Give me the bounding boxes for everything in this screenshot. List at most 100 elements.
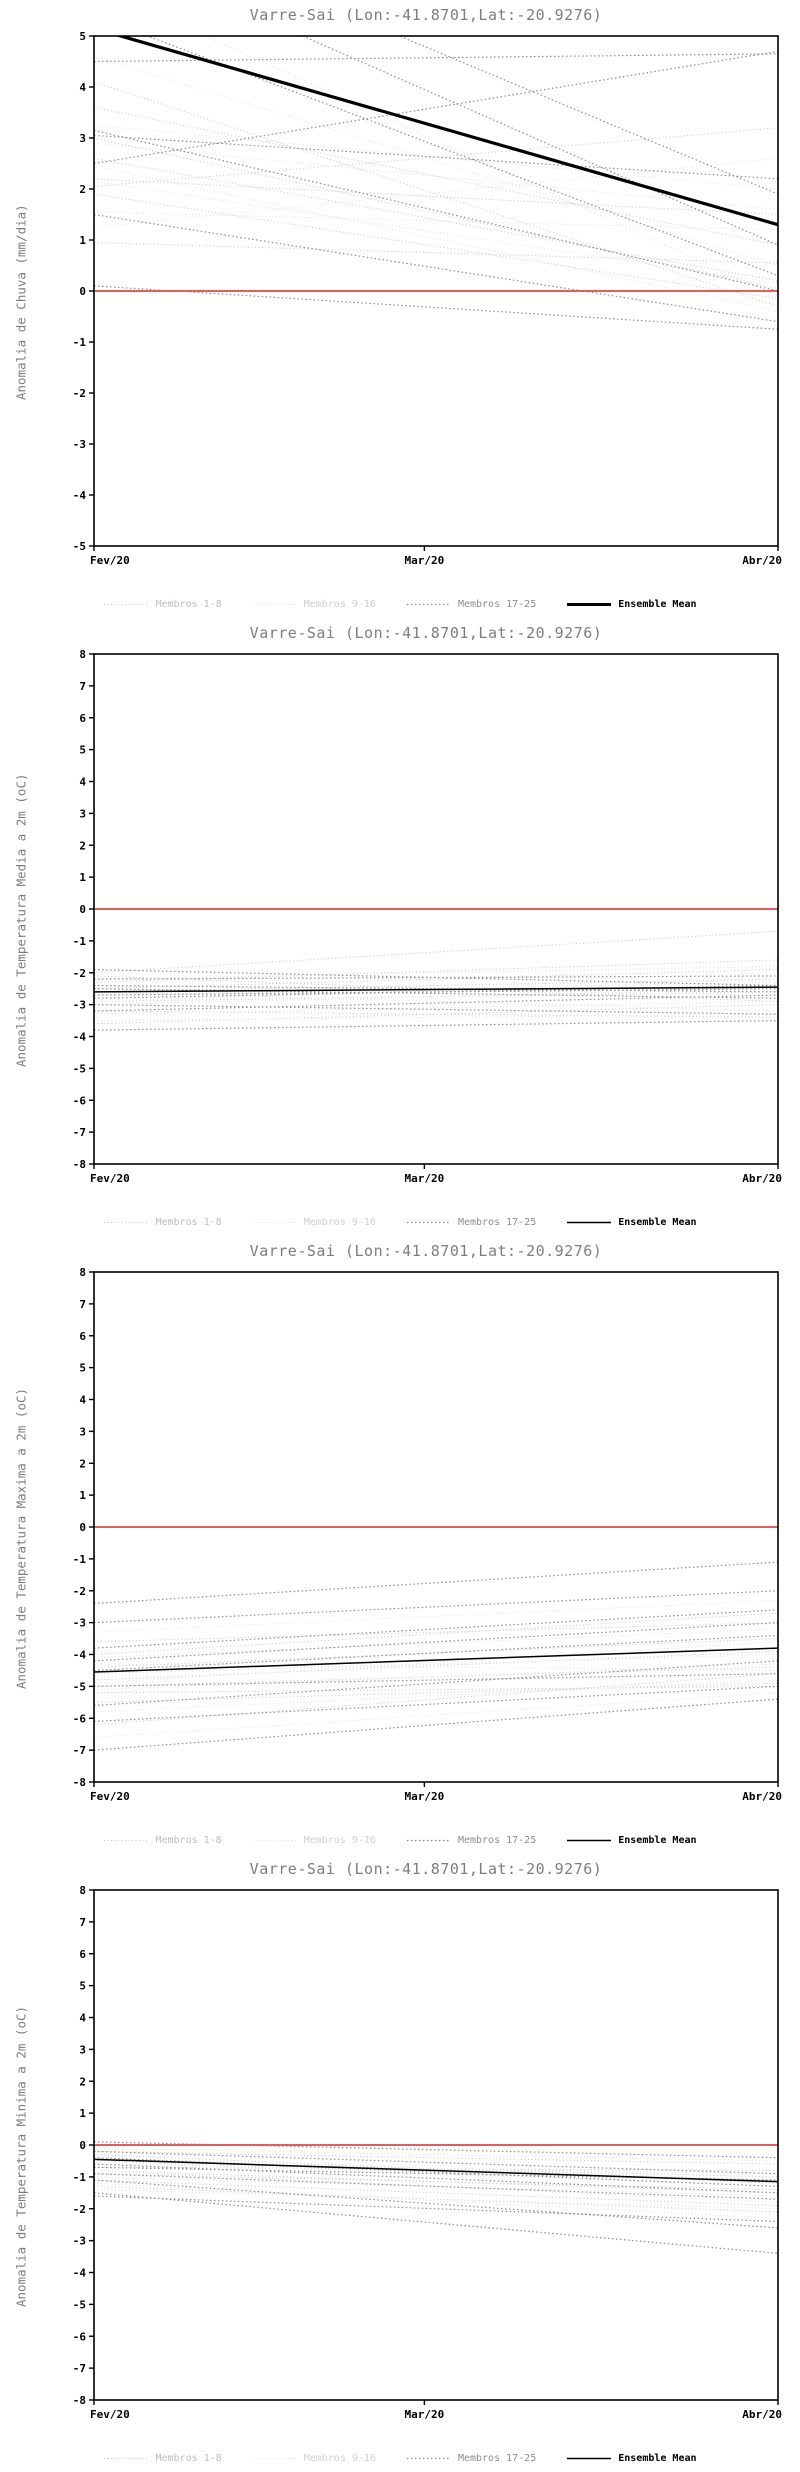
- legend-label: Membros 17-25: [457, 599, 537, 610]
- svg-text:2: 2: [79, 2075, 86, 2088]
- legend-label: Ensemble Mean: [618, 2453, 697, 2464]
- svg-text:Mar/20: Mar/20: [404, 2408, 444, 2421]
- svg-text:Abr/20: Abr/20: [742, 554, 782, 567]
- legend: Membros 1-8 Membros 9-16 Membros 17-25 E…: [0, 599, 800, 610]
- svg-text:6: 6: [79, 1330, 86, 1343]
- legend-label: Membros 9-16: [303, 2453, 376, 2464]
- legend-item-ensemble-mean: Ensemble Mean: [566, 2453, 697, 2464]
- svg-text:-6: -6: [73, 2330, 87, 2343]
- plot-area: -5 -4 -3 -2 -1 0 1 2 3 4 5 Fev/20 Mar/20 Abr/20: [73, 30, 782, 567]
- legend-item-membros-9-16: Membros 9-16: [252, 2453, 376, 2464]
- chart-title: Varre-Sai (Lon:-41.8701,Lat:-20.9276): [249, 6, 603, 24]
- svg-text:-2: -2: [73, 387, 86, 400]
- svg-text:0: 0: [79, 903, 86, 916]
- svg-text:-5: -5: [73, 1062, 86, 1075]
- svg-text:-1: -1: [73, 2171, 87, 2184]
- svg-text:-3: -3: [73, 438, 86, 451]
- legend-item-membros-17-25: Membros 17-25: [406, 1217, 536, 1228]
- y-axis-label: Anomalia de Temperatura Media a 2m (oC): [13, 773, 29, 1067]
- svg-text:-4: -4: [73, 1031, 87, 1044]
- legend-label: Membros 1-8: [155, 2453, 222, 2464]
- legend-line-sample: [252, 601, 298, 608]
- chart-panel-mean-temperature-anomaly: Varre-Sai (Lon:-41.8701,Lat:-20.9276) An…: [0, 618, 800, 1236]
- svg-text:0: 0: [79, 2139, 86, 2152]
- svg-text:3: 3: [79, 807, 86, 820]
- legend-label: Membros 9-16: [303, 1835, 376, 1846]
- legend-line-sample: [406, 1837, 452, 1844]
- legend-label: Membros 9-16: [303, 599, 376, 610]
- legend-label: Membros 1-8: [155, 1217, 222, 1228]
- svg-text:Mar/20: Mar/20: [404, 554, 444, 567]
- svg-text:-3: -3: [73, 2235, 86, 2248]
- legend-item-membros-9-16: Membros 9-16: [252, 1217, 376, 1228]
- svg-text:Fev/20: Fev/20: [90, 2408, 130, 2421]
- svg-text:8: 8: [79, 648, 86, 661]
- svg-text:Mar/20: Mar/20: [404, 1172, 444, 1185]
- chart-panel-precipitation-anomaly: Varre-Sai (Lon:-41.8701,Lat:-20.9276) An…: [0, 0, 800, 618]
- y-axis-label: Anomalia de Temperatura Minima a 2m (oC): [13, 2005, 29, 2307]
- legend-line-sample: [406, 2455, 452, 2462]
- legend-item-membros-9-16: Membros 9-16: [252, 599, 376, 610]
- svg-text:6: 6: [79, 1948, 86, 1961]
- legend-line-sample: [566, 2455, 612, 2462]
- legend: Membros 1-8 Membros 9-16 Membros 17-25 E…: [0, 1217, 800, 1228]
- legend-line-sample: [103, 601, 149, 608]
- svg-text:-1: -1: [73, 935, 87, 948]
- legend-item-membros-1-8: Membros 1-8: [103, 2453, 222, 2464]
- svg-text:2: 2: [79, 183, 86, 196]
- legend-label: Membros 1-8: [155, 1835, 222, 1846]
- svg-text:Abr/20: Abr/20: [742, 1172, 782, 1185]
- legend-label: Ensemble Mean: [618, 599, 697, 610]
- svg-text:5: 5: [79, 1362, 86, 1375]
- svg-text:5: 5: [79, 744, 86, 757]
- svg-text:Fev/20: Fev/20: [90, 1790, 130, 1803]
- svg-text:Mar/20: Mar/20: [404, 1790, 444, 1803]
- svg-text:-8: -8: [73, 1158, 86, 1171]
- svg-text:4: 4: [79, 2012, 86, 2025]
- legend-line-sample: [252, 1219, 298, 1226]
- svg-text:-7: -7: [73, 2362, 86, 2375]
- svg-text:-8: -8: [73, 1776, 86, 1789]
- svg-text:8: 8: [79, 1884, 86, 1897]
- svg-text:1: 1: [79, 871, 86, 884]
- svg-text:-2: -2: [73, 2203, 86, 2216]
- legend-item-membros-1-8: Membros 1-8: [103, 1835, 222, 1846]
- legend-line-sample: [566, 1837, 612, 1844]
- svg-text:-8: -8: [73, 2394, 86, 2407]
- legend-item-ensemble-mean: Ensemble Mean: [566, 1217, 697, 1228]
- legend-line-sample: [103, 1837, 149, 1844]
- svg-text:-6: -6: [73, 1094, 87, 1107]
- svg-text:0: 0: [79, 1521, 86, 1534]
- svg-text:-3: -3: [73, 1617, 86, 1630]
- svg-text:Fev/20: Fev/20: [90, 1172, 130, 1185]
- svg-text:5: 5: [79, 30, 86, 43]
- legend-line-sample: [566, 601, 612, 608]
- svg-text:7: 7: [79, 680, 86, 693]
- svg-text:-5: -5: [73, 540, 86, 553]
- svg-text:2: 2: [79, 1457, 86, 1470]
- legend-item-membros-1-8: Membros 1-8: [103, 599, 222, 610]
- legend-line-sample: [406, 601, 452, 608]
- chart-panel-min-temperature-anomaly: Varre-Sai (Lon:-41.8701,Lat:-20.9276) An…: [0, 1854, 800, 2472]
- svg-text:-1: -1: [73, 336, 87, 349]
- svg-text:-4: -4: [73, 489, 87, 502]
- legend-label: Ensemble Mean: [618, 1217, 697, 1228]
- svg-text:-3: -3: [73, 999, 86, 1012]
- y-axis-label: Anomalia de Chuva (mm/dia): [13, 204, 29, 400]
- legend-line-sample: [103, 1219, 149, 1226]
- svg-text:-5: -5: [73, 1680, 86, 1693]
- svg-text:4: 4: [79, 81, 86, 94]
- svg-text:-7: -7: [73, 1744, 86, 1757]
- svg-text:3: 3: [79, 1425, 86, 1438]
- svg-text:4: 4: [79, 776, 86, 789]
- svg-text:7: 7: [79, 1916, 86, 1929]
- svg-text:-1: -1: [73, 1553, 87, 1566]
- svg-text:3: 3: [79, 132, 86, 145]
- legend-line-sample: [252, 1837, 298, 1844]
- legend-item-membros-17-25: Membros 17-25: [406, 1835, 536, 1846]
- svg-text:Fev/20: Fev/20: [90, 554, 130, 567]
- svg-text:6: 6: [79, 712, 86, 725]
- legend-item-ensemble-mean: Ensemble Mean: [566, 1835, 697, 1846]
- svg-text:8: 8: [79, 1266, 86, 1279]
- svg-text:-4: -4: [73, 2267, 87, 2280]
